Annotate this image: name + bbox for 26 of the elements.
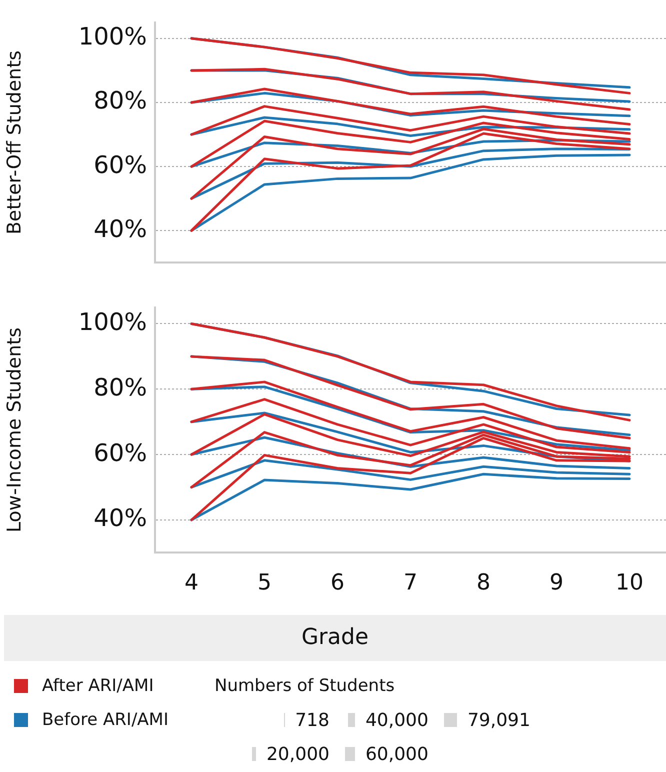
x-tick-label: 8 bbox=[476, 570, 490, 596]
text: 718 bbox=[295, 710, 330, 730]
text: 79,091 bbox=[467, 710, 530, 730]
x-tick-label: 6 bbox=[330, 570, 344, 596]
x-tick-label: 4 bbox=[184, 570, 198, 596]
y-tick-label: 60% bbox=[94, 150, 147, 179]
text: 40,000 bbox=[365, 710, 428, 730]
y-tick-label: 40% bbox=[94, 504, 147, 532]
x-tick-label: 9 bbox=[550, 570, 564, 596]
y-tick-label: 100% bbox=[78, 22, 147, 51]
x-axis-title: Grade bbox=[4, 615, 666, 661]
text: Numbers of Students bbox=[214, 675, 396, 698]
y-tick-label: 80% bbox=[94, 86, 147, 115]
x-tick-label: 10 bbox=[616, 570, 644, 596]
legend-label: After ARI/AMI bbox=[42, 676, 154, 696]
y-tick-label: 100% bbox=[78, 308, 147, 336]
y-tick-label: 80% bbox=[94, 373, 147, 402]
x-tick-label: 7 bbox=[404, 570, 418, 596]
y-axis-title: Better-Off Students bbox=[3, 50, 26, 235]
y-axis-title: Low-Income Students bbox=[3, 328, 26, 532]
x-tick-label: 5 bbox=[258, 570, 272, 596]
y-tick-label: 40% bbox=[94, 214, 147, 243]
text: 60,000 bbox=[365, 744, 428, 764]
legend-label: Before ARI/AMI bbox=[42, 710, 168, 730]
y-tick-label: 60% bbox=[94, 438, 147, 467]
text: 20,000 bbox=[266, 744, 330, 764]
